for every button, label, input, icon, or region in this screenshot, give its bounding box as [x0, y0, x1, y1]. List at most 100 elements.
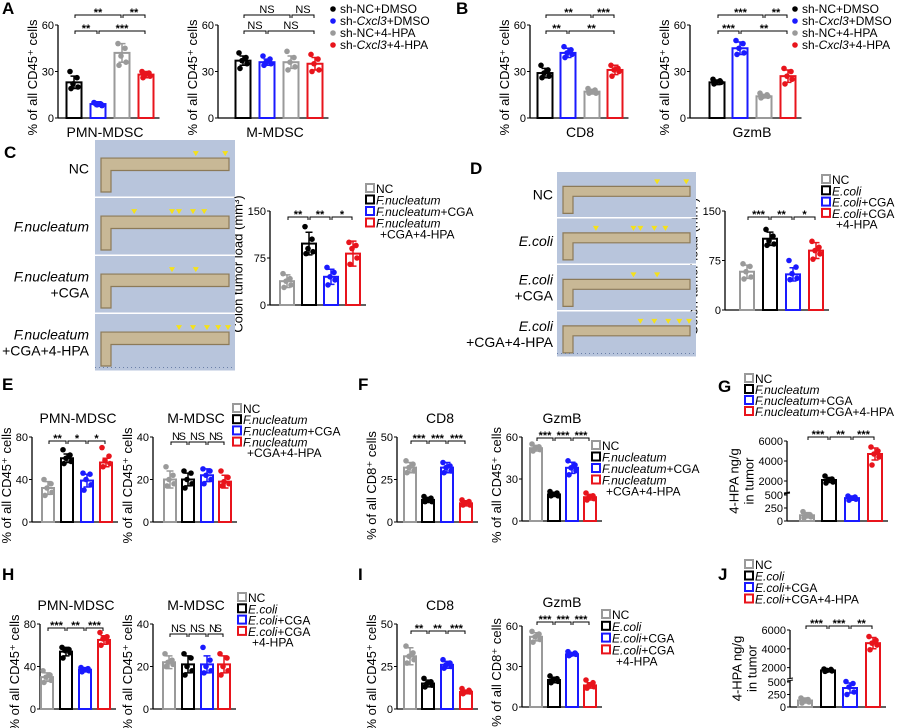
tumor-arrow-icon [215, 325, 222, 331]
data-point [60, 446, 66, 453]
data-point [41, 476, 47, 483]
tumor-arrow-icon [686, 318, 693, 324]
data-point [189, 480, 195, 487]
data-point [608, 62, 614, 69]
text-segment: +CGA [50, 284, 89, 300]
y-tick-label: 150 [703, 206, 721, 218]
colon-photo [95, 140, 235, 197]
data-point [572, 462, 578, 468]
data-point [244, 60, 250, 67]
data-point [349, 245, 355, 252]
data-point [325, 282, 331, 288]
legend-square-icon [237, 614, 247, 625]
data-point [740, 261, 746, 267]
data-point [291, 54, 297, 61]
data-point [163, 663, 169, 670]
text-segment: F.nucleatum [14, 218, 90, 234]
data-point [79, 669, 85, 675]
significance-bracket [67, 440, 87, 444]
data-point [208, 667, 214, 674]
significance-label: ** [777, 209, 786, 221]
bar [731, 47, 749, 119]
data-point [226, 480, 232, 487]
text-segment: +CGA+4-HPA [247, 446, 321, 460]
x-axis-label: GzmB [733, 124, 772, 140]
data-point [429, 498, 435, 505]
legend-square-icon [744, 593, 754, 604]
data-point [239, 57, 245, 64]
data-point [460, 502, 466, 508]
data-point [846, 684, 852, 690]
data-point [189, 667, 195, 674]
chart-title: PMN-MDSC [38, 597, 115, 613]
data-point [67, 68, 73, 75]
text-segment: E.coli [248, 602, 278, 616]
data-point [60, 655, 66, 661]
y-tick-label: 30 [506, 474, 518, 486]
data-point [763, 226, 769, 233]
data-point [221, 478, 227, 485]
data-point [747, 263, 753, 270]
legend-square-icon [237, 592, 247, 602]
legend-item: E.coli+CGA [237, 614, 310, 628]
colon-photo [557, 172, 696, 217]
legend-label: +CGA+4-HPA [380, 227, 454, 241]
significance-label: *** [810, 618, 824, 630]
data-point [347, 261, 353, 268]
data-point [237, 65, 243, 72]
significance-bracket [170, 441, 188, 445]
y-tick-label: 6000 [759, 436, 783, 448]
data-point [411, 468, 417, 474]
text-segment: +4-HPA [252, 636, 293, 650]
text-segment: +CGA+4-HPA [819, 405, 893, 419]
legend-square-icon [232, 414, 242, 425]
data-point [92, 100, 98, 107]
text-segment: F.nucleatum [376, 194, 440, 208]
legend-label: +4-HPA [616, 655, 657, 669]
legend-square-icon [232, 436, 242, 447]
significance-bracket [85, 627, 104, 631]
data-point [68, 458, 74, 465]
legend-label: NC [248, 591, 266, 605]
text-segment: F.nucleatum [755, 394, 819, 408]
data-point [80, 470, 86, 476]
y-axis-label: % of all CD8⁺ cells [364, 431, 379, 540]
data-point [801, 515, 807, 521]
text-segment: +CGA [641, 632, 674, 646]
data-point [40, 667, 46, 674]
data-point [188, 470, 194, 476]
legend-f: NCF.nucleatumF.nucleatum+CGAF.nucleatum+… [591, 439, 700, 498]
legend-square-icon [744, 570, 754, 581]
data-point [851, 689, 857, 695]
data-point [873, 637, 879, 644]
significance-label: *** [116, 23, 130, 35]
text-segment: +CGA+4-HPA [466, 334, 554, 350]
data-point [86, 667, 92, 674]
legend-square-icon [744, 373, 754, 383]
text-segment: E.coli [832, 207, 862, 221]
significance-label: NS [190, 431, 205, 443]
y-tick-label: 30 [514, 67, 526, 79]
legend-label: sh-NC+DMSO [340, 2, 417, 16]
legend-label: sh-Cxcl3+4-HPA [802, 38, 890, 52]
data-point [182, 672, 188, 678]
text-segment: +CGA [861, 196, 894, 210]
text-segment: F.nucleatum [602, 451, 666, 465]
data-point [829, 668, 835, 674]
tumor-arrow-icon [222, 151, 229, 157]
data-point [741, 50, 747, 56]
data-point [219, 483, 225, 489]
text-segment: sh- [802, 38, 819, 52]
significance-label: NS [209, 431, 223, 443]
legend-b: sh-NC+DMSOsh-Cxcl3+DMSOsh-NC+4-HPAsh-Cxc… [792, 2, 892, 52]
data-point [541, 70, 547, 76]
y-tick-label: 0 [512, 702, 518, 714]
panel-letter-b: B [456, 0, 468, 18]
significance-label: ** [82, 23, 91, 35]
data-point [460, 690, 466, 697]
data-point [741, 276, 747, 282]
